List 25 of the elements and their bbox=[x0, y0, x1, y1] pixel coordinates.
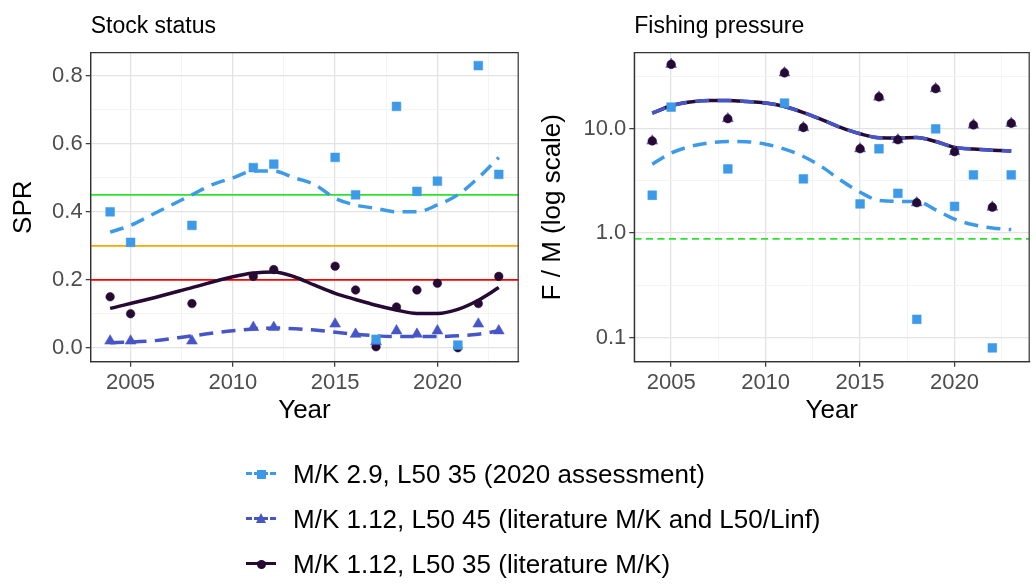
legend-label: M/K 2.9, L50 35 (2020 assessment) bbox=[293, 458, 705, 490]
y-tick-label: 1.0 bbox=[595, 219, 627, 245]
y-axis-title: SPR bbox=[7, 180, 38, 234]
y-tick-label: 0.8 bbox=[52, 61, 83, 87]
y-axis-title: F / M (log scale) bbox=[536, 114, 567, 301]
y-tick-label: 10.0 bbox=[583, 114, 627, 140]
legend-label: M/K 1.12, L50 45 (literature M/K and L50/Linf) bbox=[293, 503, 821, 535]
x-axis-title: Year bbox=[805, 393, 859, 424]
x-tick-label: 2015 bbox=[835, 368, 885, 394]
legend-label: M/K 1.12, L50 35 (literature M/K) bbox=[293, 548, 671, 580]
y-tick-label: 0.2 bbox=[52, 265, 83, 291]
y-tick-label: 0.0 bbox=[52, 333, 83, 359]
x-tick-label: 2010 bbox=[208, 368, 258, 394]
chart-title: Fishing pressure bbox=[634, 12, 805, 39]
x-tick-label: 2020 bbox=[930, 368, 980, 394]
x-tick-label: 2005 bbox=[646, 368, 696, 394]
y-tick-label: 0.4 bbox=[52, 197, 83, 223]
x-tick-label: 2020 bbox=[412, 368, 462, 394]
x-tick-label: 2005 bbox=[106, 368, 156, 394]
x-tick-label: 2015 bbox=[310, 368, 360, 394]
x-axis-title: Year bbox=[278, 393, 332, 424]
x-tick-label: 2010 bbox=[741, 368, 791, 394]
y-tick-label: 0.6 bbox=[52, 129, 83, 155]
chart-title: Stock status bbox=[90, 12, 216, 39]
y-tick-label: 0.1 bbox=[595, 323, 627, 349]
